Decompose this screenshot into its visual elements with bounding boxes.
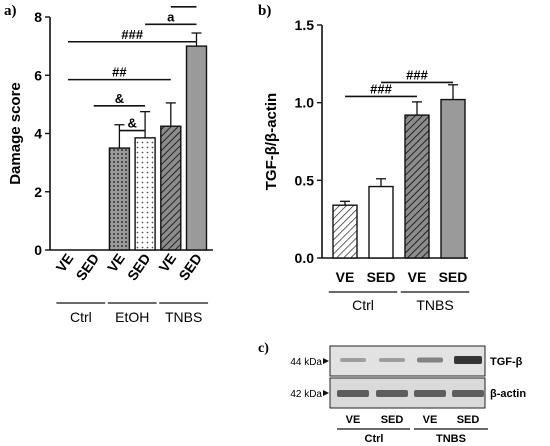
significance-label: ## bbox=[112, 65, 127, 80]
y-axis-label: Damage score bbox=[7, 82, 24, 185]
significance-label: ### bbox=[406, 67, 428, 82]
band-label-beta-actin: β-actin bbox=[490, 388, 526, 400]
chart-b: 0.0 0.5 1.0 1.5 TGF-β/β-actin ### ### VE SED VE SE… bbox=[263, 17, 470, 313]
beta-actin-band bbox=[337, 390, 369, 397]
bar bbox=[332, 204, 358, 259]
lane-label: SED bbox=[381, 414, 404, 426]
marker-arrow-icon bbox=[323, 390, 329, 396]
tgf-beta-band bbox=[417, 357, 443, 363]
lane-label: VE bbox=[346, 414, 361, 426]
group-label: TNBS bbox=[165, 309, 202, 325]
bar bbox=[134, 137, 156, 251]
bar bbox=[160, 125, 182, 251]
category-label: SED bbox=[73, 251, 103, 284]
significance-label: ### bbox=[121, 27, 143, 42]
category-label: VE bbox=[408, 269, 427, 285]
group-label: TNBS bbox=[416, 297, 453, 313]
significance-label: & bbox=[115, 91, 124, 106]
bar bbox=[404, 114, 430, 259]
bar bbox=[368, 185, 394, 259]
category-label: SED bbox=[175, 251, 205, 284]
bar bbox=[108, 147, 131, 251]
lane-label: VE bbox=[423, 414, 438, 426]
beta-actin-band bbox=[376, 390, 408, 397]
category-label: SED bbox=[439, 269, 468, 285]
group-label: Ctrl bbox=[352, 297, 374, 313]
y-tick-label: 0.0 bbox=[295, 250, 315, 266]
group-label: EtOH bbox=[115, 309, 149, 325]
group-label-ctrl: Ctrl bbox=[365, 433, 384, 445]
category-label: VE bbox=[104, 251, 128, 275]
panel-a-letter: a) bbox=[4, 3, 17, 19]
y-tick-label: 0.5 bbox=[295, 172, 315, 188]
bar bbox=[440, 98, 466, 259]
y-tick-label: 1.0 bbox=[295, 95, 315, 111]
tgf-beta-band bbox=[454, 356, 482, 364]
y-axis-label: TGF-β/β-actin bbox=[263, 93, 280, 190]
lane-label: SED bbox=[457, 414, 480, 426]
group-label-tnbs: TNBS bbox=[436, 433, 466, 445]
beta-actin-band bbox=[452, 390, 484, 397]
category-label: SED bbox=[367, 269, 396, 285]
tgf-beta-band bbox=[340, 358, 366, 362]
group-label: Ctrl bbox=[70, 309, 92, 325]
tgf-beta-band bbox=[379, 358, 405, 362]
category-label: VE bbox=[53, 251, 77, 275]
marker-42-kda: 42 kDa bbox=[290, 389, 322, 400]
bar bbox=[185, 45, 208, 251]
category-label: SED bbox=[124, 251, 154, 284]
band-label-tgf-beta: TGF-β bbox=[490, 356, 523, 368]
y-tick-label: 6 bbox=[34, 67, 42, 83]
significance-label: & bbox=[128, 116, 137, 131]
panel-c-letter: c) bbox=[258, 341, 269, 356]
significance-label: * bbox=[181, 0, 187, 7]
category-label: VE bbox=[155, 251, 179, 275]
category-label: VE bbox=[336, 269, 355, 285]
y-tick-label: 2 bbox=[34, 184, 42, 200]
significance-label: a bbox=[167, 9, 175, 24]
y-tick-label: 0 bbox=[34, 242, 42, 258]
beta-actin-band bbox=[414, 390, 446, 397]
western-blot: 44 kDa 42 kDa TGF-β β-actin VE SED VE SE… bbox=[290, 345, 526, 445]
y-tick-label: 1.5 bbox=[295, 17, 315, 33]
y-tick-label: 8 bbox=[34, 9, 42, 25]
marker-arrow-icon bbox=[323, 358, 329, 364]
panel-b-letter: b) bbox=[258, 3, 271, 19]
significance-label: ### bbox=[370, 81, 392, 96]
y-tick-label: 4 bbox=[34, 126, 42, 142]
marker-44-kda: 44 kDa bbox=[290, 357, 322, 368]
